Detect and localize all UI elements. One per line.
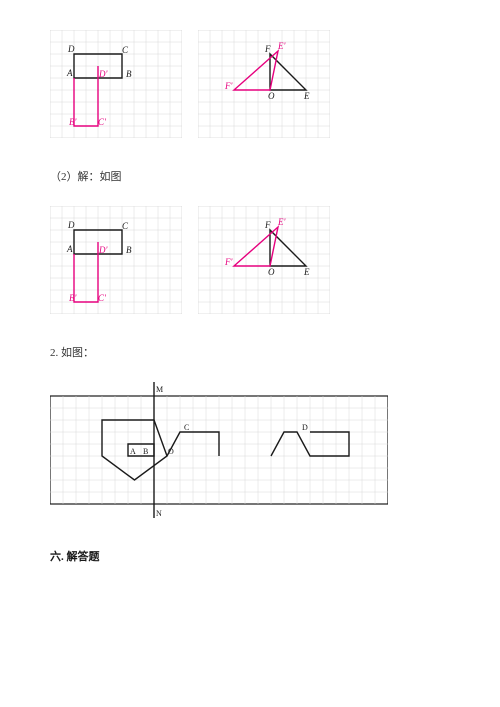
question-2-text: 2. 如图： bbox=[50, 344, 450, 360]
label-F: F bbox=[264, 44, 271, 54]
svg-text:D: D bbox=[67, 220, 75, 230]
label-C-prime: C' bbox=[98, 117, 107, 127]
label-A: A bbox=[66, 68, 73, 78]
svg-text:F: F bbox=[264, 220, 271, 230]
figure-1-row: D C A B D' B' C' F E' F' O E bbox=[50, 30, 450, 138]
label-C-fig3: C bbox=[184, 423, 189, 432]
label-D: D bbox=[67, 44, 75, 54]
label-F-prime: F' bbox=[224, 81, 233, 91]
label-E-prime: E' bbox=[277, 41, 286, 51]
label-E: E bbox=[303, 91, 310, 101]
svg-text:C: C bbox=[122, 221, 129, 231]
figure-2-row: D C A B D' B' C' F E' F' O E bbox=[50, 206, 450, 314]
label-N: N bbox=[156, 509, 162, 518]
figure-1-left: D C A B D' B' C' bbox=[50, 30, 182, 138]
svg-text:D': D' bbox=[98, 245, 108, 255]
svg-text:F': F' bbox=[224, 257, 233, 267]
figure-1-right: F E' F' O E bbox=[198, 30, 330, 138]
label-C: C bbox=[122, 45, 129, 55]
section-6-heading: 六. 解答题 bbox=[50, 548, 450, 564]
label-O: O bbox=[268, 91, 275, 101]
label-D-fig3: D bbox=[302, 423, 308, 432]
label-M: M bbox=[156, 385, 163, 394]
svg-text:C': C' bbox=[98, 293, 107, 303]
label-B: B bbox=[126, 69, 132, 79]
label-B-prime: B' bbox=[69, 117, 77, 127]
label-O-fig3: O bbox=[168, 447, 174, 456]
svg-text:E': E' bbox=[277, 217, 286, 227]
answer-text-2: （2）解：如图 bbox=[50, 168, 450, 184]
label-B: B bbox=[143, 447, 148, 456]
figure-2-right: F E' F' O E bbox=[198, 206, 330, 314]
svg-text:B: B bbox=[126, 245, 132, 255]
label-D-prime: D' bbox=[98, 69, 108, 79]
svg-text:E: E bbox=[303, 267, 310, 277]
label-A: A bbox=[130, 447, 136, 456]
figure-3: M N A B C D O bbox=[50, 382, 388, 518]
svg-text:B': B' bbox=[69, 293, 77, 303]
svg-text:O: O bbox=[268, 267, 275, 277]
figure-2-left: D C A B D' B' C' bbox=[50, 206, 182, 314]
svg-text:A: A bbox=[66, 244, 73, 254]
